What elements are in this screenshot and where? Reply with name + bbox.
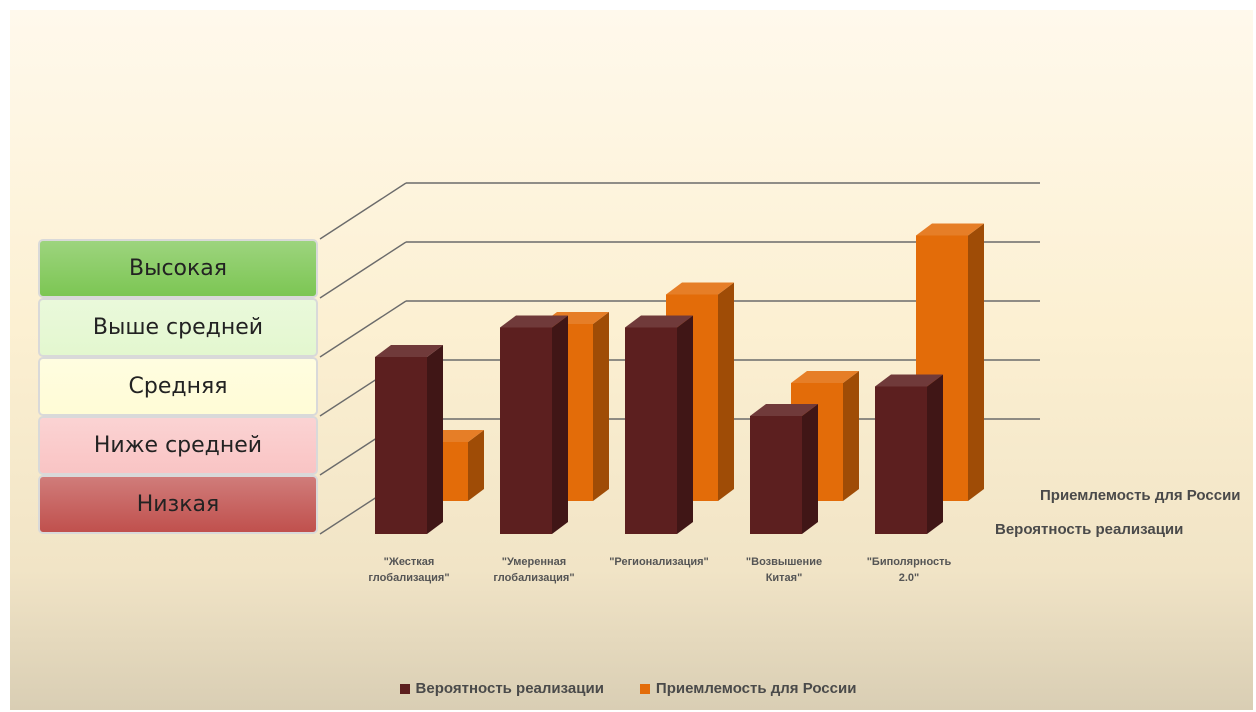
level-box: Высокая <box>38 239 318 298</box>
level-box: Низкая <box>38 475 318 534</box>
bar-probability-side <box>802 404 818 534</box>
legend-swatch <box>399 683 410 694</box>
bar-probability-side <box>677 315 693 534</box>
level-box: Выше средней <box>38 298 318 357</box>
category-label: "Возвышение <box>746 556 822 568</box>
bar-acceptability-top <box>791 371 859 383</box>
bar-acceptability-top <box>916 223 984 236</box>
legend-item: Вероятность реализации <box>399 680 604 697</box>
bar-probability <box>750 416 802 534</box>
bar-probability-top <box>375 345 443 357</box>
bar-probability-top <box>750 404 818 416</box>
bar-acceptability-side <box>468 430 484 501</box>
legend-label: Приемлемость для России <box>655 680 857 697</box>
bar-probability-top <box>625 315 693 328</box>
legend-label: Вероятность реализации <box>415 680 604 697</box>
category-label: "Биполярность <box>867 556 952 568</box>
depth-label-probability: Вероятность реализации <box>995 521 1183 538</box>
bar-acceptability-side <box>968 223 984 501</box>
bar-probability <box>625 327 677 534</box>
level-box: Средняя <box>38 357 318 416</box>
legend-item: Приемлемость для России <box>639 680 857 697</box>
bar-probability <box>375 357 427 534</box>
gridline-side <box>319 182 407 240</box>
category-label: Китая" <box>766 572 803 584</box>
bar-acceptability-top <box>666 282 734 295</box>
bar-probability-side <box>427 345 443 534</box>
category-label: 2.0" <box>899 572 920 584</box>
category-label: глобализация" <box>493 572 574 584</box>
bar-probability-side <box>552 315 568 534</box>
level-box: Ниже средней <box>38 416 318 475</box>
bar-probability <box>875 386 927 534</box>
category-label: "Регионализация" <box>609 556 709 568</box>
depth-label-acceptability: Приемлемость для России <box>1040 487 1241 504</box>
category-label: "Жесткая <box>384 556 435 568</box>
gridline-side <box>319 300 407 358</box>
bar-acceptability-side <box>843 371 859 501</box>
bar-acceptability-side <box>593 312 609 501</box>
bar-probability-top <box>875 374 943 387</box>
bar-probability-side <box>927 374 943 534</box>
chart-legend: Вероятность реализации Приемлемость для Р… <box>0 680 1256 697</box>
bar-probability-top <box>500 315 568 328</box>
category-label: "Умеренная <box>502 556 566 568</box>
category-label: глобализация" <box>368 572 449 584</box>
gridline-side <box>319 241 407 299</box>
bar-probability <box>500 327 552 534</box>
legend-swatch <box>639 683 650 694</box>
bar-acceptability-side <box>718 282 734 501</box>
